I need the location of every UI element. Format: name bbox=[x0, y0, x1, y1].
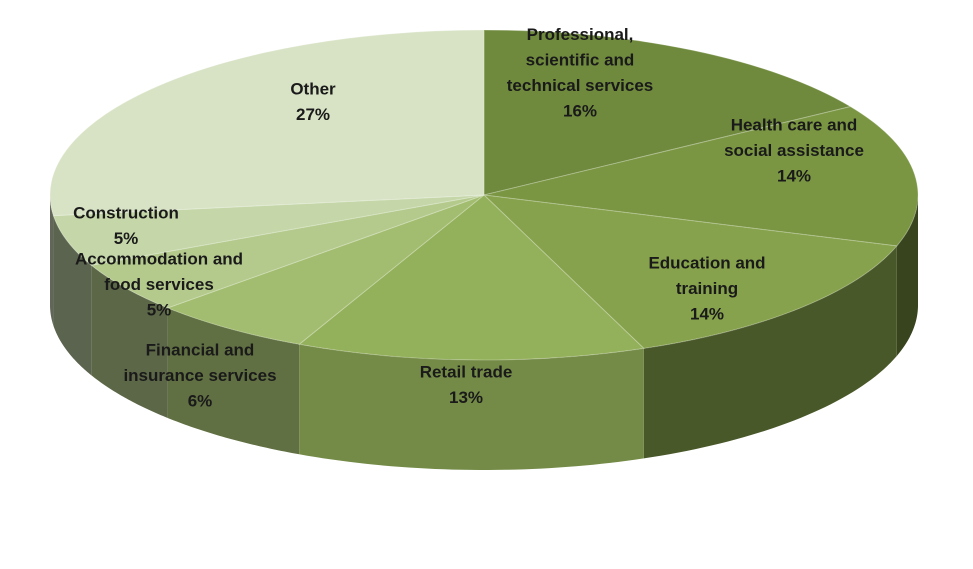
pie-side-6 bbox=[91, 265, 168, 418]
slice-label-2: Health care and social assistance 14% bbox=[724, 116, 864, 186]
pie-side-7 bbox=[53, 215, 92, 376]
slice-percent: 5% bbox=[147, 301, 172, 320]
slice-label-3: Education and training 14% bbox=[648, 254, 765, 324]
pie-slice-2 bbox=[483, 106, 919, 247]
slice-percent: 13% bbox=[449, 388, 483, 407]
pie-side-8 bbox=[50, 195, 54, 326]
slice-percent: 14% bbox=[690, 305, 724, 324]
pie-labels: Professional, scientific and technical ser… bbox=[73, 25, 864, 411]
slice-percent: 5% bbox=[114, 229, 139, 248]
slice-percent: 6% bbox=[188, 392, 213, 411]
pie-side-2 bbox=[896, 195, 918, 356]
slice-label-line: Financial and bbox=[146, 341, 255, 360]
slice-percent: 16% bbox=[563, 101, 597, 120]
slice-label-7: Construction 5% bbox=[73, 203, 179, 248]
slice-label-8: Other 27% bbox=[290, 79, 336, 124]
pie-slice-7 bbox=[52, 194, 485, 266]
slice-label-line: scientific and bbox=[526, 50, 635, 69]
pie-slice-5 bbox=[166, 194, 485, 345]
pie-slice-8 bbox=[49, 29, 485, 217]
pie-side-4 bbox=[299, 344, 644, 470]
slice-label-1: Professional, scientific and technical ser… bbox=[507, 25, 653, 121]
pie-slice-1 bbox=[483, 29, 852, 196]
pie-depth-sides bbox=[50, 195, 918, 470]
slice-label-line: Accommodation and bbox=[75, 250, 243, 269]
pie-slice-3 bbox=[482, 194, 898, 349]
slice-label-line: training bbox=[676, 279, 738, 298]
slice-percent: 14% bbox=[777, 167, 811, 186]
slice-label-line: Retail trade bbox=[420, 362, 513, 381]
slice-percent: 27% bbox=[296, 105, 330, 124]
slice-label-6: Accommodation and food services 5% bbox=[75, 250, 243, 320]
pie-slice-4 bbox=[298, 194, 645, 361]
slice-label-line: Professional, bbox=[527, 25, 634, 44]
slice-label-line: food services bbox=[104, 275, 214, 294]
slice-label-line: social assistance bbox=[724, 141, 864, 160]
pie-side-5 bbox=[167, 307, 300, 455]
slice-label-line: Education and bbox=[648, 254, 765, 273]
slice-label-5: Financial and insurance services 6% bbox=[123, 341, 276, 411]
slice-label-4: Retail trade 13% bbox=[420, 362, 513, 407]
slice-label-line: Construction bbox=[73, 203, 179, 222]
pie-slice-6 bbox=[90, 194, 485, 309]
slice-label-line: Health care and bbox=[731, 116, 858, 135]
slice-label-line: insurance services bbox=[123, 366, 276, 385]
pie-side-3 bbox=[643, 245, 897, 459]
pie-slices bbox=[49, 29, 919, 361]
slice-label-line: technical services bbox=[507, 76, 653, 95]
slice-label-line: Other bbox=[290, 79, 336, 98]
